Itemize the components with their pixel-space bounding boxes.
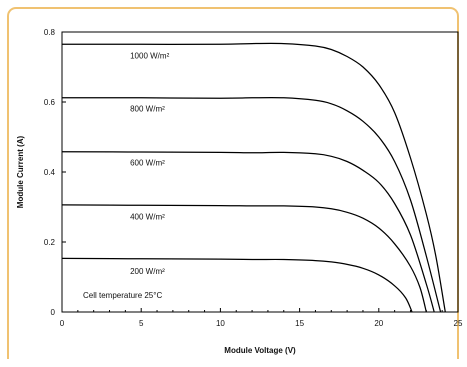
- y-tick-label: 0.8: [44, 28, 56, 37]
- x-axis-title: Module Voltage (V): [224, 346, 296, 355]
- iv-curve-series: [61, 151, 435, 313]
- iv-curve-series: [62, 42, 446, 313]
- x-tick-label: 15: [295, 319, 304, 328]
- curve-label: 400 W/m²: [130, 212, 165, 221]
- y-tick-label: 0.4: [44, 168, 56, 177]
- curve-label: 1000 W/m²: [130, 51, 169, 60]
- y-tick-label: 0.6: [44, 98, 56, 107]
- y-tick-label: 0: [51, 308, 56, 317]
- x-tick-label: 20: [374, 319, 383, 328]
- cell-temperature-note: Cell temperature 25°C: [83, 291, 162, 300]
- x-tick-label: 5: [139, 319, 144, 328]
- iv-curve-series: [61, 96, 442, 313]
- x-tick-label: 25: [454, 319, 463, 328]
- y-axis-ticks: 0 0.2 0.4 0.6 0.8: [44, 28, 66, 317]
- plot-frame: [61, 31, 459, 313]
- curve-label: 600 W/m²: [130, 159, 165, 168]
- x-axis-ticks: 0 5 10 15 20 25: [60, 308, 463, 328]
- curve-labels: 1000 W/m² 800 W/m² 600 W/m² 400 W/m² 200 W/m…: [130, 51, 169, 276]
- x-tick-label: 0: [60, 319, 65, 328]
- curve-label: 800 W/m²: [130, 104, 165, 113]
- x-tick-label: 10: [216, 319, 225, 328]
- y-axis-title: Module Current (A): [16, 135, 25, 208]
- chart-panel: [7, 7, 459, 359]
- curve-label: 200 W/m²: [130, 267, 165, 276]
- y-tick-label: 0.2: [44, 238, 56, 247]
- iv-curve-series: [61, 257, 413, 313]
- iv-curve-series: [61, 204, 427, 313]
- iv-curves: [61, 42, 446, 313]
